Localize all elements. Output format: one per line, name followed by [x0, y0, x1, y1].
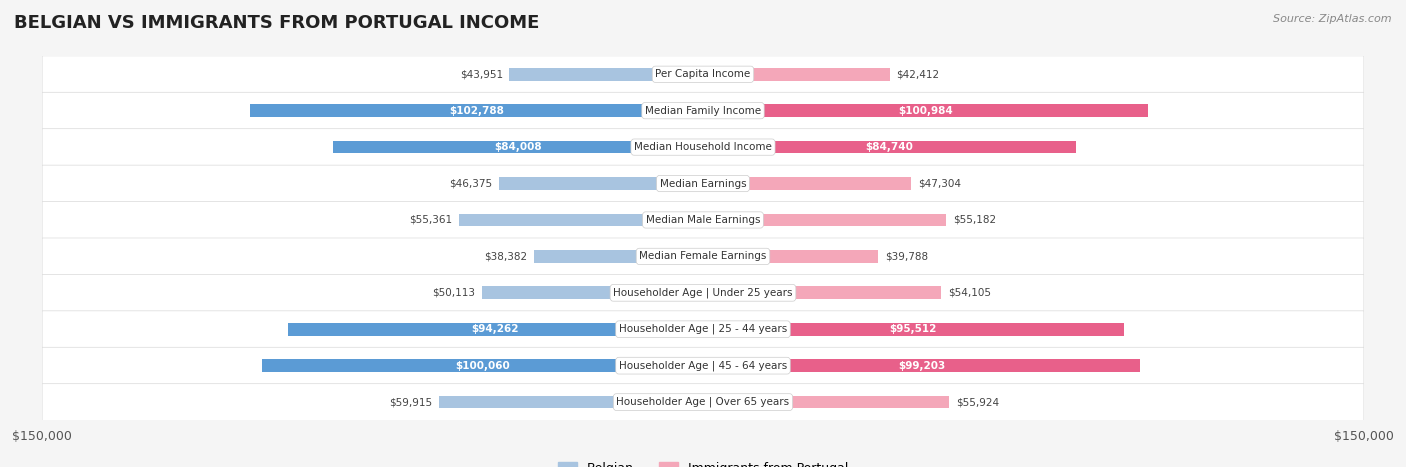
FancyBboxPatch shape [42, 129, 1364, 165]
Bar [703, 213, 946, 226]
Text: $100,984: $100,984 [898, 106, 953, 116]
Bar [703, 177, 911, 190]
FancyBboxPatch shape [42, 202, 1364, 238]
Bar [703, 323, 1123, 336]
Text: BELGIAN VS IMMIGRANTS FROM PORTUGAL INCOME: BELGIAN VS IMMIGRANTS FROM PORTUGAL INCO… [14, 14, 540, 32]
Bar [482, 286, 703, 299]
Legend: Belgian, Immigrants from Portugal: Belgian, Immigrants from Portugal [553, 457, 853, 467]
Text: $54,105: $54,105 [948, 288, 991, 298]
Bar [499, 177, 703, 190]
FancyBboxPatch shape [42, 56, 1364, 92]
Bar [703, 250, 879, 263]
Text: $59,915: $59,915 [389, 397, 433, 407]
Text: $94,262: $94,262 [471, 324, 519, 334]
Text: $95,512: $95,512 [890, 324, 936, 334]
Text: Median Family Income: Median Family Income [645, 106, 761, 116]
FancyBboxPatch shape [42, 311, 1364, 347]
Text: Householder Age | 25 - 44 years: Householder Age | 25 - 44 years [619, 324, 787, 334]
Bar [703, 286, 942, 299]
Text: $50,113: $50,113 [433, 288, 475, 298]
FancyBboxPatch shape [42, 165, 1364, 202]
Text: Median Female Earnings: Median Female Earnings [640, 251, 766, 262]
Bar [333, 141, 703, 154]
Text: $99,203: $99,203 [898, 361, 945, 371]
Bar [534, 250, 703, 263]
Text: $102,788: $102,788 [449, 106, 503, 116]
Text: $55,361: $55,361 [409, 215, 453, 225]
FancyBboxPatch shape [42, 275, 1364, 311]
Bar [262, 359, 703, 372]
Text: Source: ZipAtlas.com: Source: ZipAtlas.com [1274, 14, 1392, 24]
Text: $55,924: $55,924 [956, 397, 1000, 407]
Bar [703, 68, 890, 81]
Text: Householder Age | 45 - 64 years: Householder Age | 45 - 64 years [619, 361, 787, 371]
Bar [509, 68, 703, 81]
FancyBboxPatch shape [42, 384, 1364, 420]
Text: $100,060: $100,060 [456, 361, 510, 371]
Text: Median Male Earnings: Median Male Earnings [645, 215, 761, 225]
FancyBboxPatch shape [42, 347, 1364, 384]
Text: $46,375: $46,375 [449, 178, 492, 189]
Bar [703, 104, 1147, 117]
Text: $38,382: $38,382 [484, 251, 527, 262]
Text: Householder Age | Under 25 years: Householder Age | Under 25 years [613, 288, 793, 298]
Bar [703, 359, 1140, 372]
Text: Householder Age | Over 65 years: Householder Age | Over 65 years [616, 397, 790, 407]
Text: $47,304: $47,304 [918, 178, 962, 189]
Bar [288, 323, 703, 336]
Bar [439, 396, 703, 409]
Bar [250, 104, 703, 117]
Text: $42,412: $42,412 [897, 69, 939, 79]
Bar [460, 213, 703, 226]
Bar [703, 396, 949, 409]
Text: $84,740: $84,740 [866, 142, 914, 152]
FancyBboxPatch shape [42, 92, 1364, 129]
Text: $43,951: $43,951 [460, 69, 503, 79]
Text: Median Earnings: Median Earnings [659, 178, 747, 189]
Text: $39,788: $39,788 [884, 251, 928, 262]
Bar [703, 141, 1077, 154]
Text: Per Capita Income: Per Capita Income [655, 69, 751, 79]
Text: $84,008: $84,008 [494, 142, 541, 152]
Text: $55,182: $55,182 [953, 215, 995, 225]
Text: Median Household Income: Median Household Income [634, 142, 772, 152]
FancyBboxPatch shape [42, 238, 1364, 275]
